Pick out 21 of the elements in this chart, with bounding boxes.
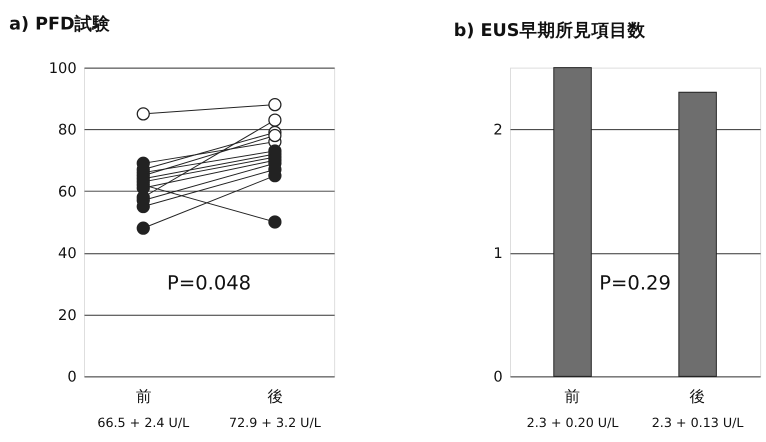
text: 72.9 + 3.2 U/L: [229, 415, 321, 430]
y-tick-label: 60: [58, 183, 77, 200]
y-tick-label: 20: [58, 306, 77, 324]
annotation: P=0.048: [167, 272, 252, 295]
x-tick-label: 後: [690, 386, 706, 406]
chart-title: a) PFD試験: [9, 13, 112, 34]
y-tick-label: 1: [493, 245, 503, 262]
y-tick-label: 40: [58, 245, 77, 262]
x-tick-label: 前: [136, 386, 152, 406]
text: 66.5 + 2.4 U/L: [97, 415, 190, 430]
y-tick-label: 0: [67, 368, 77, 386]
annotation: P=0.29: [599, 272, 671, 295]
y-tick-label: 2: [493, 122, 503, 139]
y-tick-label: 80: [58, 122, 77, 139]
y-tick-label: 0: [493, 368, 503, 386]
text: 2.3 + 0.13 U/L: [652, 415, 744, 430]
x-tick-label: 前: [564, 386, 581, 406]
chart-title: b) EUS早期所見項目数: [454, 20, 646, 41]
x-tick-label: 後: [267, 386, 284, 406]
y-tick-label: 100: [48, 60, 77, 77]
text: 2.3 + 0.20 U/L: [526, 415, 618, 430]
